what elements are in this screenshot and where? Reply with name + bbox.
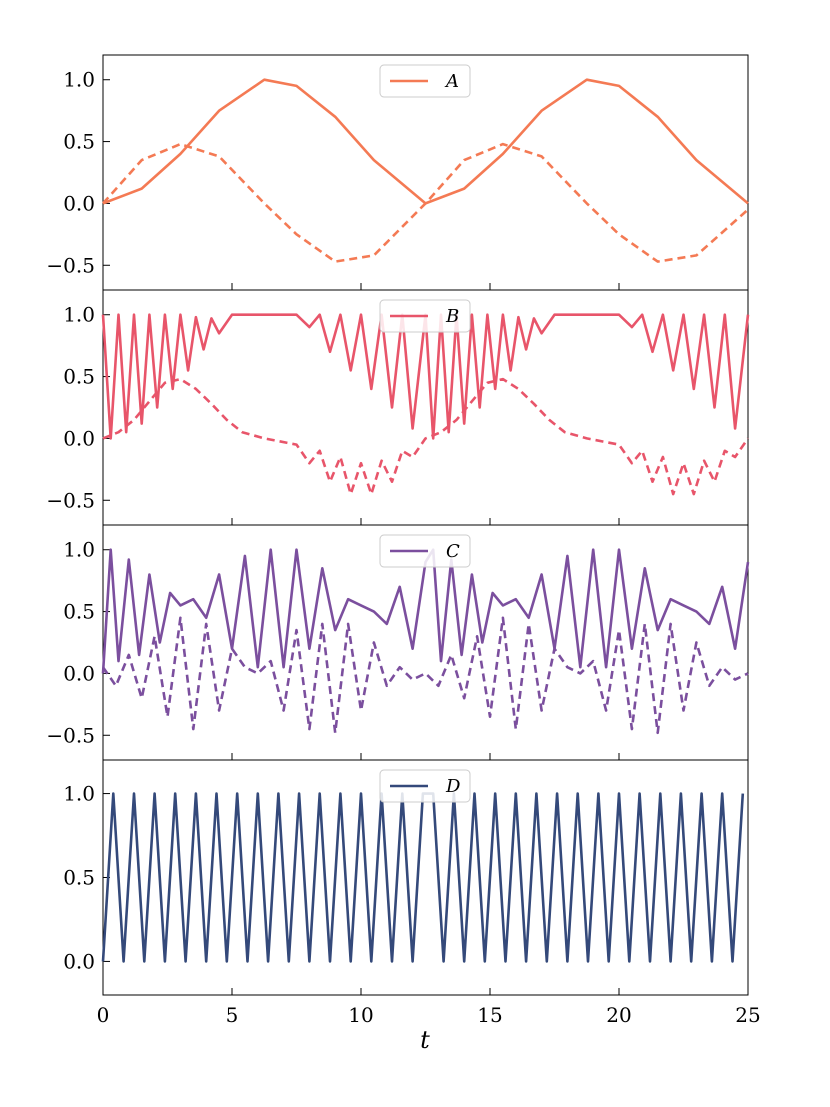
legend-label: B	[445, 306, 459, 327]
x-tick-label: 0	[97, 1003, 110, 1027]
legend-label: C	[446, 541, 460, 562]
y-tick-label: 1.0	[63, 68, 95, 92]
y-tick-label: 1.0	[63, 303, 95, 327]
x-axis-title: t	[420, 1026, 430, 1054]
y-tick-label: 0.5	[63, 866, 95, 890]
panel-d: 0.0 0.5 1.0 0 5 10 15 20 25 D	[63, 759, 761, 1027]
y-tick-label: −0.5	[46, 488, 95, 512]
panel-a: −0.5 0.0 0.5 1.0 A	[46, 54, 749, 291]
x-tick-label: 10	[348, 1003, 373, 1027]
x-tick-label: 25	[735, 1003, 760, 1027]
y-tick-label: 1.0	[63, 782, 95, 806]
x-tick-label: 20	[606, 1003, 631, 1027]
series-c-solid	[101, 548, 750, 674]
y-tick-label: 0.0	[63, 661, 95, 685]
series-c-dashed	[101, 616, 749, 735]
y-tick-label: 0.5	[63, 365, 95, 389]
y-tick-label: 0.0	[63, 949, 95, 973]
legend-label: D	[445, 776, 461, 797]
y-tick-label: 0.0	[63, 191, 95, 215]
legend-label: A	[444, 71, 459, 92]
series-a-solid	[102, 78, 749, 205]
series-b-dashed	[102, 377, 750, 496]
x-tick-label: 15	[477, 1003, 502, 1027]
panels: −0.5 0.0 0.5 1.0 A −0.5 0.0 0.5 1.0 B −0.5 0.0 0.5 1.…	[46, 54, 761, 1027]
y-tick-label: 0.0	[63, 426, 95, 450]
y-tick-label: 0.5	[63, 130, 95, 154]
panel-c: −0.5 0.0 0.5 1.0 C	[46, 524, 750, 761]
panel-b: −0.5 0.0 0.5 1.0 B	[46, 289, 750, 526]
y-tick-label: 1.0	[63, 538, 95, 562]
series-d-solid	[101, 792, 745, 963]
y-tick-label: −0.5	[46, 253, 95, 277]
x-tick-label: 5	[226, 1003, 239, 1027]
y-tick-label: −0.5	[46, 723, 95, 747]
series-b-solid	[101, 313, 750, 440]
y-tick-label: 0.5	[63, 600, 95, 624]
series-a-dashed	[102, 142, 749, 263]
